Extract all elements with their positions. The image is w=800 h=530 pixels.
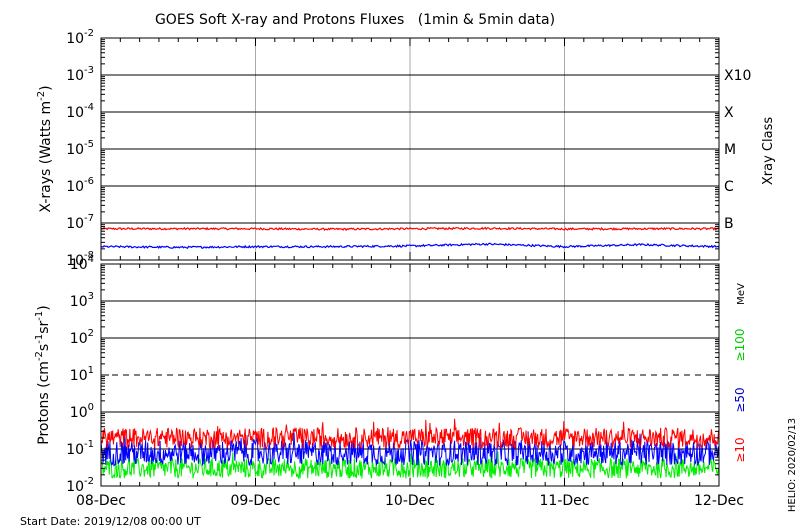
x-tick-label: 08-Dec xyxy=(76,493,126,509)
chart-title: GOES Soft X-ray and Protons Fluxes (1min… xyxy=(155,12,555,28)
xray-class-title: Xray Class xyxy=(761,117,776,185)
x-tick-label: 09-Dec xyxy=(231,493,281,509)
proton-panel: 10-2 10-1 100 101 102 103 104 Protons (cm-2s-1… xyxy=(34,254,747,495)
energy-label: ≥10 xyxy=(733,437,747,462)
xray-ytick-label: 10-2 xyxy=(66,28,94,47)
x-tick-label: 10-Dec xyxy=(385,493,435,509)
proton-ytick-label: 100 xyxy=(70,402,94,421)
start-date-label: Start Date: 2019/12/08 00:00 UT xyxy=(20,515,201,528)
xray-series-line xyxy=(100,242,720,249)
xray-ytick-label: 10-7 xyxy=(66,213,94,232)
proton-ytick-label: 102 xyxy=(70,328,94,347)
proton-ylabel: Protons (cm-2s-1sr-1) xyxy=(34,305,52,444)
proton-ytick-label: 103 xyxy=(70,291,94,310)
xray-class-label: M xyxy=(724,142,736,158)
xray-class-label: B xyxy=(724,216,734,232)
xray-ytick-label: 10-5 xyxy=(66,139,94,158)
xray-panel: 10-8 10-7 10-6 10-5 10-4 10-3 10-2 X-rays (Wat… xyxy=(36,28,776,269)
proton-ytick-label: 10-2 xyxy=(66,476,94,495)
x-tick-label: 12-Dec xyxy=(694,493,744,509)
energy-unit-label: MeV xyxy=(736,283,747,305)
proton-series-line xyxy=(100,418,720,449)
xray-ytick-label: 10-4 xyxy=(66,102,94,121)
proton-ytick-label: 10-1 xyxy=(66,439,94,458)
xray-class-label: X10 xyxy=(724,68,751,84)
x-tick-label: 11-Dec xyxy=(540,493,590,509)
energy-label: ≥100 xyxy=(733,329,747,362)
xray-class-label: X xyxy=(724,105,734,121)
proton-series-line xyxy=(100,431,720,467)
xray-ylabel: X-rays (Watts m-2) xyxy=(36,85,54,212)
energy-label: ≥50 xyxy=(733,387,747,412)
proton-ytick-label: 101 xyxy=(70,365,94,384)
footer-date-label: HELIO: 2020/02/13 xyxy=(787,418,798,512)
xray-class-label: C xyxy=(724,179,734,195)
xray-ytick-label: 10-6 xyxy=(66,176,94,195)
xray-series-line xyxy=(100,226,720,232)
xray-ytick-label: 10-8 xyxy=(66,250,94,269)
proton-ytick-label: 104 xyxy=(70,254,94,273)
xray-ytick-label: 10-3 xyxy=(66,65,94,84)
